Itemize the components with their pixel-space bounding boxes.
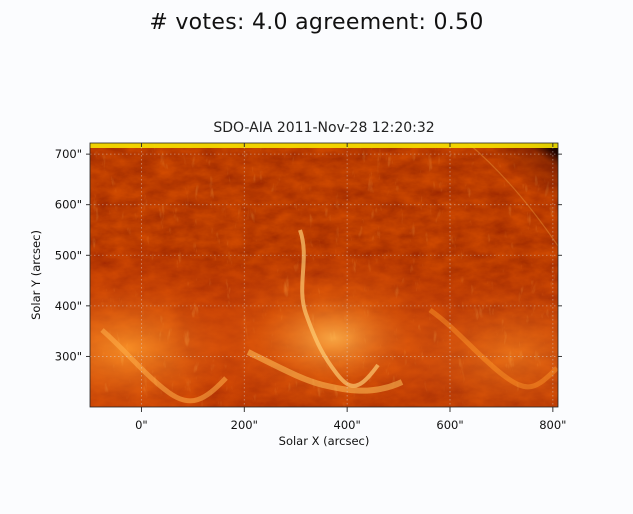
bright-filament-lower xyxy=(246,349,404,394)
x-tick-label: 400" xyxy=(334,418,361,432)
x-tick-label: 600" xyxy=(436,418,463,432)
y-tick-label: 300" xyxy=(55,349,82,363)
y-axis-label: Solar Y (arcsec) xyxy=(29,230,43,320)
x-axis-ticks: 0" 200" 400" 600" 800" xyxy=(135,143,566,432)
solar-limb xyxy=(468,143,558,246)
y-tick-label: 600" xyxy=(55,198,82,212)
plot-frame xyxy=(89,142,559,408)
x-tick-label: 800" xyxy=(539,418,566,432)
solar-image xyxy=(90,143,558,407)
y-tick-label: 500" xyxy=(55,248,82,262)
y-tick-label: 700" xyxy=(55,147,82,161)
coordinate-grid xyxy=(90,143,558,407)
y-axis-ticks: 300" 400" 500" 600" 700" xyxy=(55,147,562,363)
bright-filament-central xyxy=(298,229,380,388)
bright-filament-left xyxy=(100,328,228,404)
bright-filament-right xyxy=(428,307,558,390)
x-tick-label: 0" xyxy=(135,418,148,432)
x-axis-label: Solar X (arcsec) xyxy=(279,434,370,448)
image-title: SDO-AIA 2011-Nov-28 12:20:32 xyxy=(213,120,435,136)
figure-suptitle: # votes: 4.0 agreement: 0.50 xyxy=(149,10,484,35)
x-tick-label: 200" xyxy=(231,418,258,432)
y-tick-label: 400" xyxy=(55,299,82,313)
